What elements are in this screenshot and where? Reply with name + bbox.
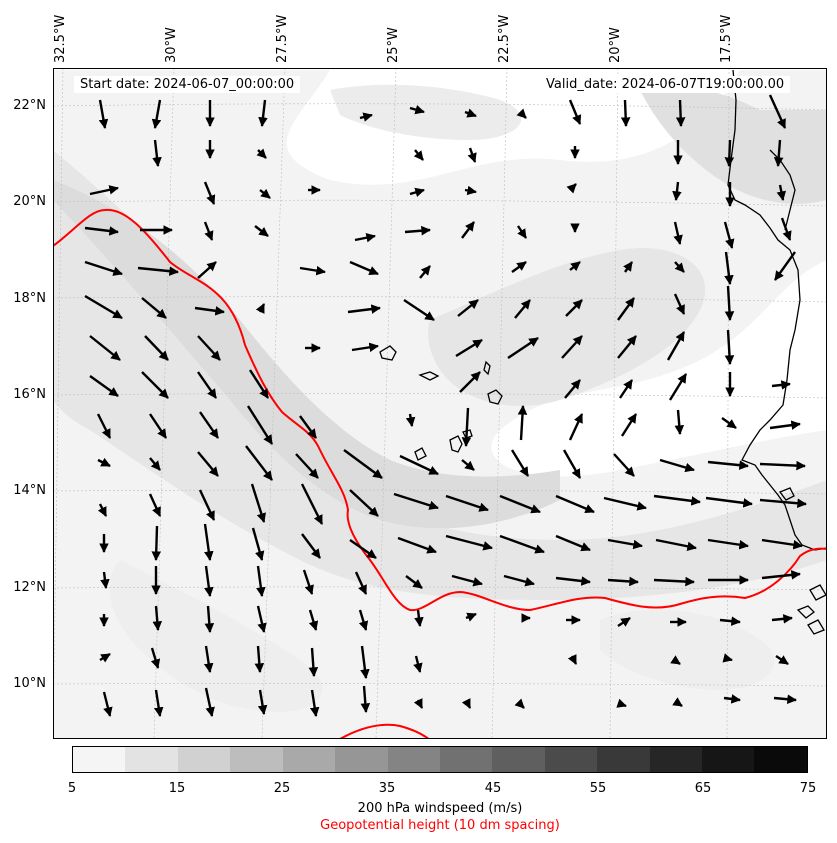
colorbar-tick: 65 xyxy=(694,781,712,796)
colorbar-swatch xyxy=(702,747,755,772)
geopotential-contour xyxy=(54,208,826,738)
colorbar-swatch xyxy=(754,747,807,772)
colorbar-swatch xyxy=(73,747,126,772)
longitude-label: 22.5°W xyxy=(497,14,512,63)
colorbar-swatch xyxy=(492,747,545,772)
colorbar-label: 200 hPa windspeed (m/s) xyxy=(357,801,523,816)
windspeed-shading xyxy=(54,70,826,738)
geopotential-legend-label: Geopotential height (10 dm spacing) xyxy=(320,818,560,833)
colorbar-tick: 5 xyxy=(67,781,77,796)
colorbar-tick: 15 xyxy=(168,781,186,796)
colorbar-swatch xyxy=(177,747,231,772)
latitude-label: 12°N xyxy=(13,580,46,595)
colorbar-tick: 25 xyxy=(273,781,291,796)
longitude-label: 32.5°W xyxy=(53,14,68,63)
colorbar-swatch xyxy=(125,747,178,772)
wind-map[interactable]: Start date: 2024-06-07_00:00:00 Valid_da… xyxy=(53,68,827,739)
longitude-label: 20°W xyxy=(608,27,623,63)
latitude-label: 10°N xyxy=(13,676,46,691)
windspeed-colorbar xyxy=(72,746,808,773)
colorbar-swatch xyxy=(282,747,336,772)
colorbar-tick: 35 xyxy=(378,781,396,796)
colorbar-swatch xyxy=(387,747,440,772)
longitude-label: 27.5°W xyxy=(275,14,290,63)
latitude-label: 18°N xyxy=(13,291,46,306)
colorbar-swatch xyxy=(439,747,493,772)
longitude-label: 17.5°W xyxy=(719,14,734,63)
longitude-label: 30°W xyxy=(164,27,179,63)
latitude-label: 16°N xyxy=(13,387,46,402)
colorbar-tick: 55 xyxy=(589,781,607,796)
latitude-label: 22°N xyxy=(13,98,46,113)
wind-arrows xyxy=(84,94,807,717)
colorbar-swatch xyxy=(544,747,598,772)
valid-date-label: Valid_date: 2024-06-07T19:00:00.00 xyxy=(540,76,791,93)
colorbar-tick: 75 xyxy=(799,781,817,796)
latitude-label: 20°N xyxy=(13,194,46,209)
colorbar-swatch xyxy=(335,747,388,772)
latitude-label: 14°N xyxy=(13,483,46,498)
colorbar-swatch xyxy=(597,747,650,772)
colorbar-tick: 45 xyxy=(484,781,502,796)
longitude-label: 25°W xyxy=(386,27,401,63)
colorbar-swatch xyxy=(649,747,703,772)
start-date-label: Start date: 2024-06-07_00:00:00 xyxy=(74,76,301,93)
colorbar-swatch xyxy=(230,747,283,772)
